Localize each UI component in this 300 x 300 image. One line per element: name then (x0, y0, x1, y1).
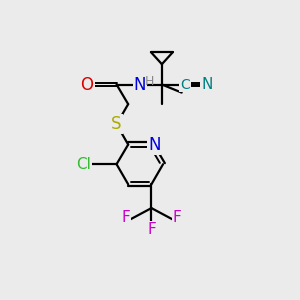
Text: N: N (134, 76, 146, 94)
Text: F: F (173, 210, 182, 225)
Text: Cl: Cl (76, 157, 91, 172)
Text: N: N (201, 77, 212, 92)
Text: F: F (147, 222, 156, 237)
Text: S: S (111, 115, 122, 133)
Text: H: H (145, 74, 154, 88)
Text: F: F (121, 210, 130, 225)
Text: C: C (180, 77, 190, 92)
Text: O: O (80, 76, 94, 94)
Text: N: N (148, 136, 161, 154)
